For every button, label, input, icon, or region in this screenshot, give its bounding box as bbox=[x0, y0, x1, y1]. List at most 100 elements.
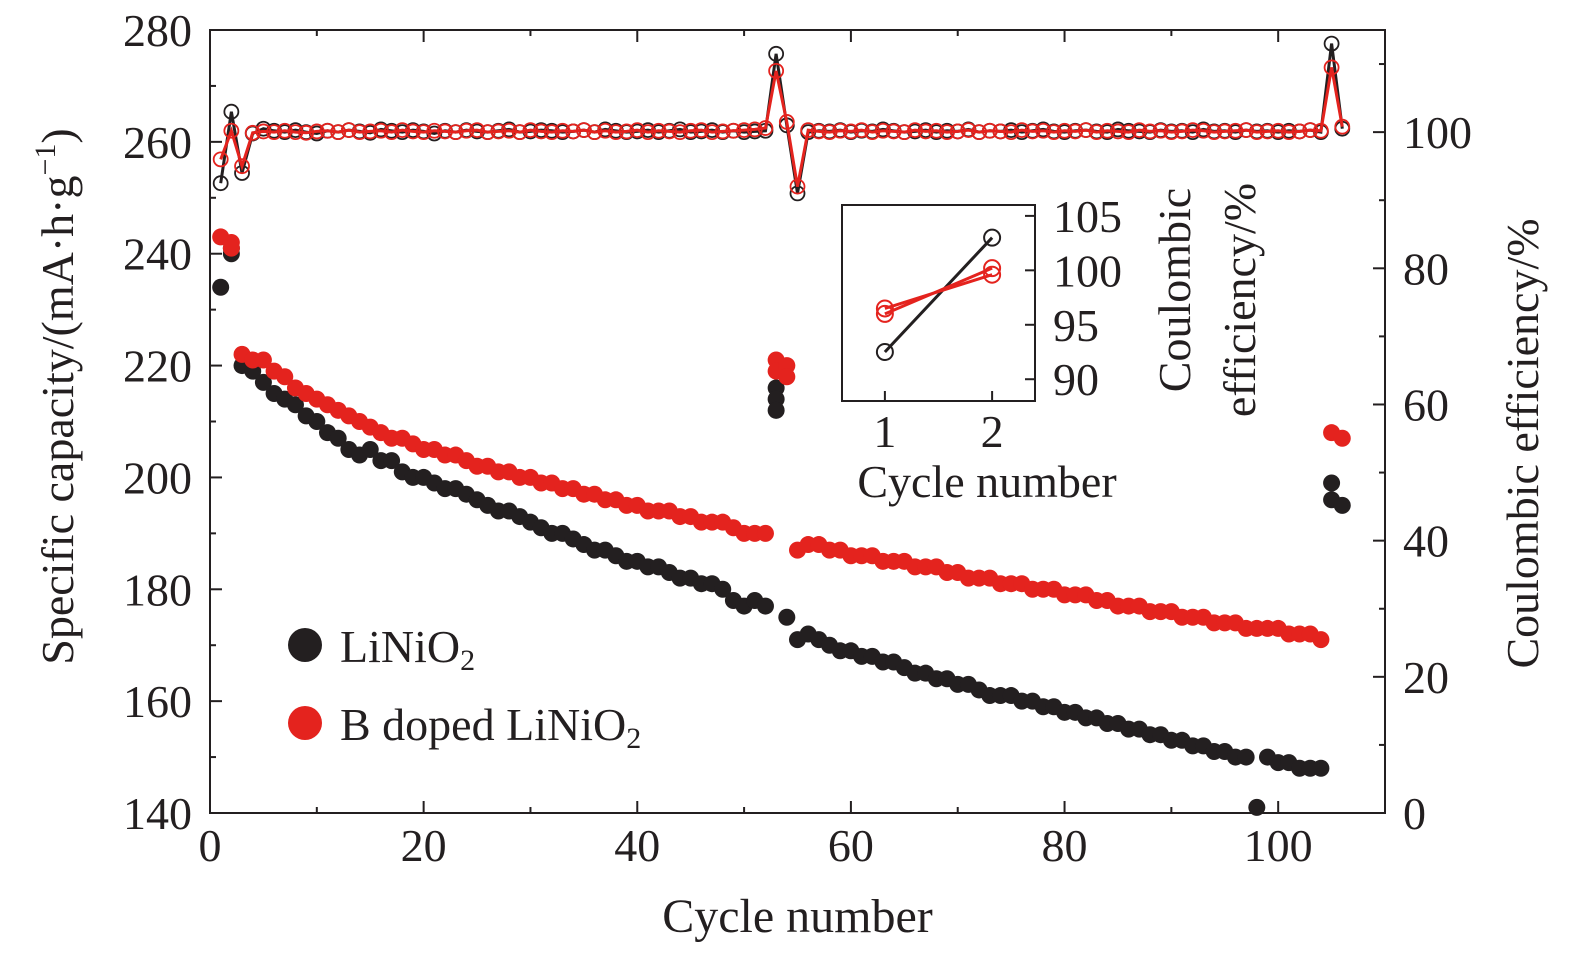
capacity-point bbox=[714, 580, 732, 598]
y-axis-label: Specific capacity/(mA·h·g−1) bbox=[29, 128, 83, 664]
ce-point bbox=[1195, 122, 1212, 139]
series-layer bbox=[212, 35, 1351, 816]
x-axis-label: Cycle number bbox=[662, 890, 933, 943]
y2-tick-label: 20 bbox=[1403, 652, 1449, 703]
ce-point bbox=[394, 122, 411, 138]
ce-point bbox=[1313, 122, 1329, 139]
ce-point bbox=[725, 122, 742, 139]
capacity-point bbox=[361, 440, 379, 458]
capacity-point bbox=[276, 368, 294, 386]
ce-point bbox=[789, 178, 806, 195]
ce-point bbox=[778, 114, 795, 130]
capacity-point bbox=[1248, 798, 1266, 816]
capacity-point bbox=[286, 396, 304, 414]
ce-point bbox=[383, 124, 400, 141]
ce-point bbox=[640, 124, 656, 141]
inset-point bbox=[983, 265, 1002, 284]
ce-point bbox=[437, 123, 453, 140]
ce-point bbox=[843, 123, 859, 140]
ce-point bbox=[469, 122, 485, 138]
capacity-point bbox=[767, 401, 785, 419]
capacity-point bbox=[1312, 631, 1330, 649]
ce-point bbox=[917, 123, 934, 140]
capacity-point bbox=[254, 351, 272, 369]
capacity-point bbox=[212, 278, 230, 296]
ce-point bbox=[1238, 122, 1255, 138]
ce-point bbox=[1099, 122, 1116, 139]
y2-tick-label: 80 bbox=[1403, 243, 1449, 294]
ce-point bbox=[1280, 124, 1297, 141]
ce-point bbox=[479, 124, 496, 141]
y-tick-label: 280 bbox=[123, 5, 192, 56]
capacity-point bbox=[254, 373, 272, 391]
ce-point bbox=[212, 175, 229, 192]
ce-point bbox=[1184, 122, 1201, 138]
legend-label: LiNiO2 bbox=[340, 621, 475, 677]
y-tick-label: 240 bbox=[123, 229, 192, 280]
ce-point bbox=[768, 45, 785, 62]
ce-point bbox=[885, 123, 902, 140]
inset-x-tick-label: 2 bbox=[981, 406, 1004, 457]
ce-point bbox=[276, 122, 293, 139]
legend: LiNiO2 B doped LiNiO2 bbox=[288, 621, 641, 755]
ce-point bbox=[554, 122, 571, 139]
ce-point bbox=[522, 122, 539, 138]
y2-tick-label: 100 bbox=[1403, 107, 1472, 158]
main-plot: 0 20 40 60 80 1001401601802002202402602800204… bbox=[29, 5, 1548, 943]
ce-point bbox=[832, 122, 849, 139]
capacity-point bbox=[383, 452, 401, 470]
y-tick-label: 200 bbox=[123, 452, 192, 503]
series-1 bbox=[212, 228, 1351, 649]
ce-point bbox=[939, 124, 955, 141]
ce-point bbox=[458, 122, 475, 139]
capacity-point bbox=[222, 239, 240, 257]
ce-point bbox=[1013, 122, 1030, 138]
ce-point bbox=[672, 124, 688, 141]
ce-point bbox=[212, 151, 229, 168]
ce-point bbox=[511, 124, 528, 141]
ce-point bbox=[949, 123, 966, 140]
inset-y-tick-label: 100 bbox=[1053, 245, 1122, 296]
ce-point bbox=[351, 124, 368, 141]
y-tick-label: 260 bbox=[123, 117, 192, 168]
ce-point bbox=[490, 123, 507, 140]
inset-point bbox=[875, 343, 894, 361]
ce-point bbox=[682, 122, 699, 139]
series-3 bbox=[212, 59, 1351, 195]
ce-point bbox=[907, 122, 923, 138]
capacity-point bbox=[1333, 429, 1351, 447]
ce-point bbox=[1302, 122, 1319, 138]
ce-point bbox=[1334, 118, 1351, 135]
y-tick-label: 140 bbox=[123, 788, 192, 839]
ce-point bbox=[234, 158, 250, 175]
ce-point bbox=[597, 122, 614, 139]
ce-point bbox=[565, 123, 582, 140]
ce-point bbox=[853, 122, 870, 138]
ce-point bbox=[864, 124, 881, 141]
capacity-point bbox=[1237, 748, 1255, 766]
ce-point bbox=[1323, 59, 1340, 76]
y2-tick-label: 0 bbox=[1403, 788, 1426, 839]
ce-point bbox=[330, 124, 347, 141]
x-tick-label: 40 bbox=[614, 820, 660, 871]
ce-point bbox=[223, 103, 240, 120]
ce-point bbox=[244, 124, 261, 141]
ce-point bbox=[340, 122, 357, 138]
inset-point bbox=[875, 304, 894, 323]
ce-point bbox=[1174, 123, 1190, 140]
ce-point bbox=[298, 124, 315, 141]
ce-point bbox=[1120, 124, 1137, 141]
inset-line bbox=[884, 273, 993, 310]
legend-label: B doped LiNiO2 bbox=[340, 699, 641, 755]
ce-point bbox=[1110, 123, 1126, 140]
capacity-point bbox=[756, 597, 774, 615]
x-tick-label: 60 bbox=[828, 820, 874, 871]
ce-point bbox=[618, 123, 635, 140]
ce-point bbox=[1152, 122, 1169, 139]
ce-point bbox=[575, 122, 592, 138]
ce-point bbox=[287, 124, 304, 141]
ce-point bbox=[373, 122, 389, 139]
